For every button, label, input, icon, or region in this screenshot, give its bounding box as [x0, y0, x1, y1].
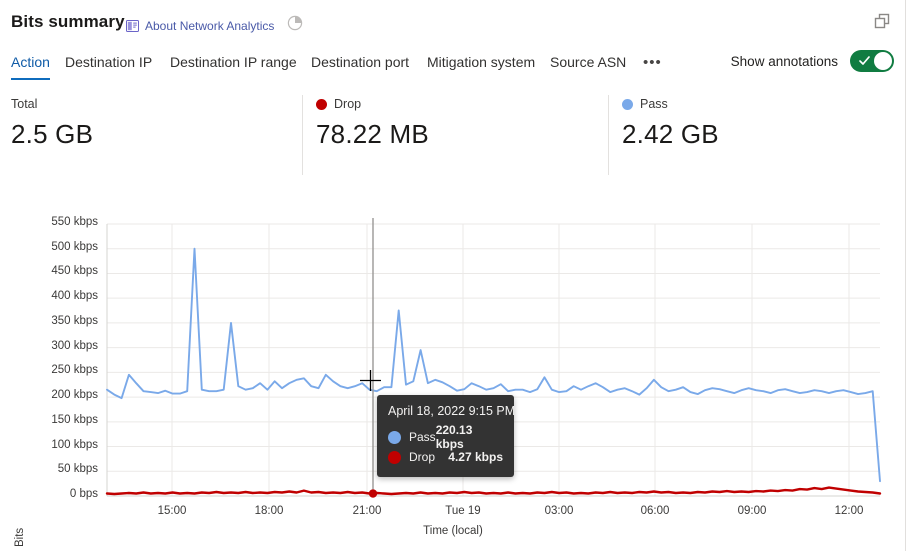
- metric-pass-value: 2.42 GB: [622, 119, 719, 149]
- x-axis-tick-label: 09:00: [737, 505, 767, 517]
- y-axis-tick-label: 400 kbps: [51, 290, 98, 303]
- bits-line-chart[interactable]: Bits Time (local) 550 kbps 500 kbps 450 kb…: [0, 195, 906, 551]
- tab-source-asn[interactable]: Source ASN: [550, 54, 627, 70]
- x-axis-tick-label: Tue 19: [445, 505, 481, 517]
- metric-total-label: Total: [11, 97, 38, 111]
- y-axis-tick-label: 150 kbps: [51, 413, 98, 426]
- clock-icon[interactable]: [286, 14, 304, 32]
- panel-header: Bits summary About Network Analytics: [0, 0, 906, 46]
- metric-drop-value: 78.22 MB: [316, 119, 429, 149]
- y-axis-tick-label: 550 kbps: [51, 216, 98, 228]
- y-axis-tick-label: 0 bps: [69, 488, 98, 500]
- tooltip-pass-dot: [388, 430, 401, 444]
- chart-tooltip: April 18, 2022 9:15 PM Pass 220.13 kbps …: [377, 395, 516, 477]
- page-title: Bits summary: [11, 12, 125, 31]
- tab-overflow-ellipsis[interactable]: •••: [643, 54, 662, 71]
- tab-destination-ip[interactable]: Destination IP: [65, 54, 153, 70]
- tab-destination-port[interactable]: Destination port: [311, 54, 410, 70]
- metric-drop: Drop 78.22 MB: [316, 95, 429, 150]
- book-icon: [126, 20, 139, 32]
- tooltip-drop-value: 4.27 kbps: [448, 450, 503, 464]
- x-axis-tick-label: 21:00: [352, 505, 382, 517]
- metric-pass: Pass 2.42 GB: [622, 95, 719, 150]
- metric-total: Total 2.5 GB: [11, 95, 93, 150]
- x-axis-tick-label: 18:00: [254, 505, 284, 517]
- y-axis-tick-label: 300 kbps: [51, 339, 98, 352]
- metric-pass-label: Pass: [640, 97, 668, 111]
- tooltip-drop-label: Drop: [409, 450, 436, 464]
- show-annotations-label: Show annotations: [730, 53, 838, 69]
- about-network-analytics-link[interactable]: About Network Analytics: [126, 19, 274, 33]
- tooltip-title: April 18, 2022 9:15 PM: [388, 404, 516, 418]
- metrics-row: Total 2.5 GB Drop 78.22 MB Pass 2.42 GB: [0, 95, 906, 175]
- show-annotations-control: Show annotations: [731, 50, 894, 72]
- drop-legend-dot: [316, 98, 327, 110]
- tab-action[interactable]: Action: [11, 52, 50, 80]
- show-annotations-toggle[interactable]: [850, 50, 894, 72]
- pass-legend-dot: [622, 98, 633, 110]
- tooltip-pass-label: Pass: [409, 430, 436, 444]
- metric-total-value: 2.5 GB: [11, 119, 94, 149]
- metric-pass-head: Pass: [622, 95, 719, 113]
- y-axis-tick-label: 50 kbps: [57, 463, 98, 476]
- about-network-analytics-label: About Network Analytics: [145, 19, 275, 33]
- tooltip-row-drop: Drop 4.27 kbps: [388, 447, 503, 467]
- y-axis-tick-label: 200 kbps: [51, 389, 98, 402]
- x-axis-tick-label: 12:00: [834, 505, 864, 517]
- y-axis-tick-label: 450 kbps: [51, 265, 98, 278]
- metric-total-head: Total: [11, 95, 93, 113]
- tooltip-drop-dot: [388, 450, 401, 464]
- x-axis-tick-label: 03:00: [544, 505, 574, 517]
- metric-divider: [608, 95, 609, 175]
- tab-mitigation-system[interactable]: Mitigation system: [427, 54, 536, 70]
- x-axis-tick-label: 15:00: [157, 505, 187, 517]
- chart-plot-area[interactable]: [0, 195, 906, 551]
- x-axis-tick-label: 06:00: [640, 505, 670, 517]
- metric-drop-label: Drop: [334, 97, 362, 111]
- popout-icon[interactable]: [872, 11, 894, 33]
- x-axis-title: Time (local): [423, 525, 483, 537]
- check-icon: [858, 54, 871, 67]
- tooltip-pass-value: 220.13 kbps: [435, 423, 473, 451]
- toggle-knob: [874, 52, 892, 70]
- y-axis-tick-label: 250 kbps: [51, 364, 98, 377]
- y-axis-tick-label: 350 kbps: [51, 314, 98, 327]
- metric-divider: [302, 95, 303, 175]
- tab-bar: Action Destination IP Destination IP ran…: [0, 50, 906, 84]
- crosshair-cursor: [360, 370, 381, 391]
- y-axis-tick-label: 100 kbps: [51, 438, 98, 451]
- metric-drop-head: Drop: [316, 95, 429, 113]
- tooltip-row-pass: Pass 220.13 kbps: [388, 423, 503, 451]
- tab-destination-ip-range[interactable]: Destination IP range: [170, 54, 297, 70]
- y-axis-tick-label: 500 kbps: [51, 240, 98, 253]
